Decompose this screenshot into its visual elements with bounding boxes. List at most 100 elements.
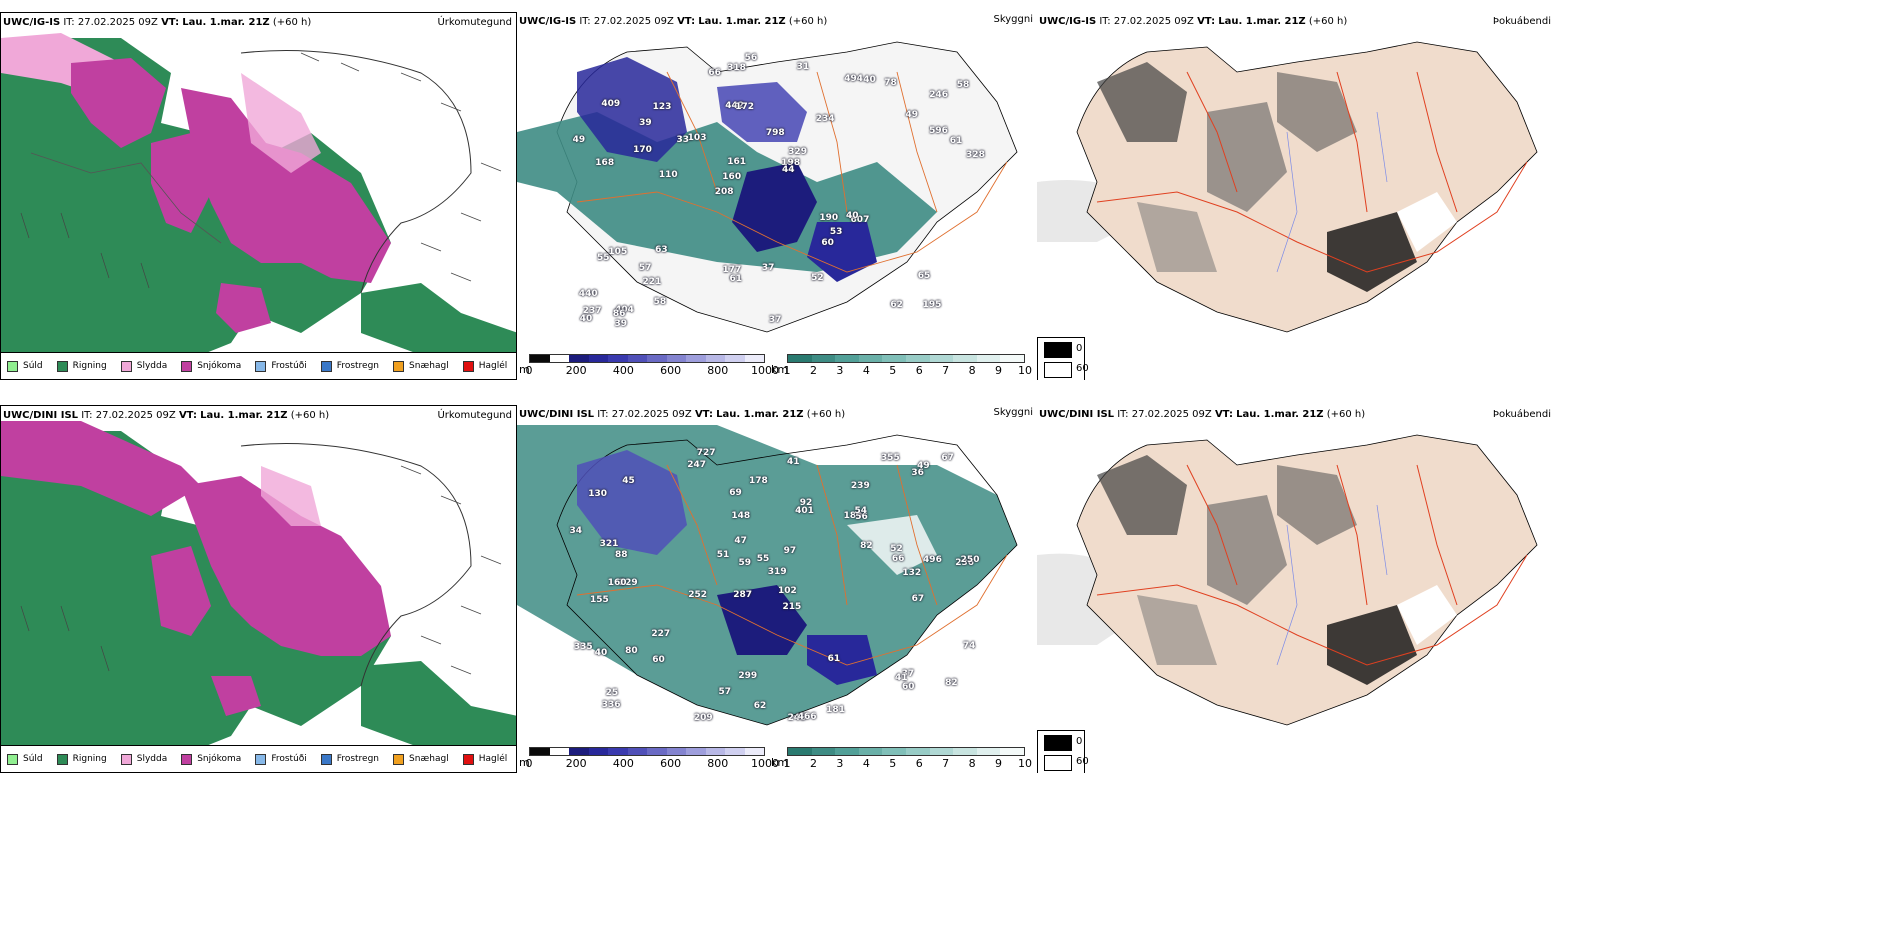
- colorbar-tick: 8: [968, 364, 976, 377]
- visibility-value-label: 40: [594, 648, 608, 659]
- precip-map: [1, 421, 516, 748]
- fog-panel-top: UWC/IG-IS IT: 27.02.2025 09Z VT: Lau. 1.…: [1037, 12, 1557, 380]
- visibility-value-label: 44: [781, 165, 795, 176]
- panel-header: UWC/IG-IS IT: 27.02.2025 09Z VT: Lau. 1.…: [3, 17, 311, 28]
- init-time: 27.02.2025 09Z: [611, 409, 692, 420]
- visibility-value-label: 25: [605, 687, 619, 698]
- colorbar-tick: 10: [1018, 757, 1032, 770]
- vt-label: VT:: [161, 17, 180, 28]
- wind-barbs: [20, 52, 502, 289]
- colorbar-swatch: [953, 355, 977, 362]
- visibility-value-label: 442: [725, 101, 745, 112]
- colorbar-swatch: [686, 748, 706, 755]
- visibility-value-label: 92: [799, 497, 813, 508]
- colorbar-tick: 2: [809, 364, 817, 377]
- visibility-value-label: 245: [787, 712, 807, 723]
- km-unit: km: [771, 363, 789, 376]
- legend-item: Slydda: [120, 360, 167, 372]
- visibility-panel-bottom: UWC/DINI ISL IT: 27.02.2025 09Z VT: Lau.…: [517, 405, 1037, 773]
- colorbar-swatch: [705, 355, 725, 362]
- visibility-m-colorbar: 0 200 400 600 800 1000: [526, 354, 779, 378]
- colorbar-swatch: [788, 748, 812, 755]
- visibility-m-colorbar: 0 200 400 600 800 1000: [526, 747, 779, 771]
- visibility-value-label: 336: [601, 700, 621, 711]
- visibility-km-colorbar: 1 2 3 4 5 6 7 8 9 10: [784, 354, 1032, 378]
- road-network: [576, 71, 1008, 273]
- it-label: IT:: [63, 17, 75, 28]
- visibility-value-label: 60: [821, 237, 834, 248]
- colorbar-tick: 9: [995, 757, 1003, 770]
- visibility-value-label: 409: [601, 98, 621, 109]
- legend-item: Haglél: [462, 753, 507, 765]
- visibility-value-label: 66: [891, 553, 905, 564]
- colorbar-swatch: [788, 355, 812, 362]
- visibility-value-label: 148: [731, 511, 751, 522]
- visibility-value-label: 170: [633, 144, 652, 155]
- legend-item: Frostúði: [255, 753, 307, 765]
- colorbar-tick: 200: [565, 364, 587, 377]
- visibility-value-label: 130: [588, 489, 608, 500]
- visibility-value-label: 86: [612, 308, 626, 319]
- visibility-value-label: 33: [676, 135, 689, 146]
- visibility-value-label: 172: [735, 102, 755, 113]
- colorbar-tick: 5: [889, 364, 897, 377]
- visibility-value-label: 252: [688, 590, 708, 600]
- colorbar-swatch: [608, 748, 628, 755]
- colorbar-swatch: [647, 355, 667, 362]
- visibility-value-label: 49: [917, 460, 930, 471]
- fog-map: [1037, 434, 1538, 726]
- precip-map: [1, 33, 516, 355]
- visibility-value-label: 237: [582, 305, 602, 316]
- visibility-value-label: 160: [607, 577, 627, 588]
- m-unit: m: [519, 756, 530, 769]
- visibility-value-label: 78: [884, 77, 897, 88]
- visibility-value-label: 40: [845, 211, 859, 222]
- visibility-value-label: 54: [854, 505, 868, 516]
- visibility-value-label: 39: [639, 118, 652, 129]
- colorbar-tick: 1000: [751, 364, 779, 377]
- visibility-value-label: 178: [748, 475, 768, 486]
- colorbar-swatch: [608, 355, 628, 362]
- visibility-value-label: 40: [579, 314, 593, 325]
- panel-header: UWC/DINI ISL IT: 27.02.2025 09Z VT: Lau.…: [1039, 409, 1366, 420]
- colorbar-swatch: [666, 355, 686, 362]
- init-time: 27.02.2025 09Z: [77, 17, 158, 28]
- lead-time: (+60 h): [1326, 409, 1366, 420]
- colorbar-swatch: [530, 355, 550, 362]
- visibility-value-label: 401: [795, 506, 814, 517]
- visibility-value-label: 67: [941, 453, 954, 464]
- visibility-value-label: 58: [956, 80, 970, 91]
- visibility-value-label: 55: [597, 252, 610, 263]
- visibility-value-label: 319: [767, 566, 787, 577]
- colorbar-tick: 10: [1018, 364, 1032, 377]
- colorbar-tick: 200: [565, 757, 587, 770]
- valid-time: Lau. 1.mar. 21Z: [200, 410, 288, 421]
- precip-legend: Súld Rigning Slydda Snjókoma Frostúði Fr…: [1, 352, 516, 379]
- visibility-value-label: 355: [880, 452, 900, 463]
- visibility-value-label: 59: [738, 557, 752, 568]
- colorbar-swatch: [686, 355, 706, 362]
- visibility-value-label: 239: [850, 481, 870, 492]
- model-name: UWC/DINI ISL: [1039, 409, 1115, 420]
- visibility-value-label: 55: [756, 553, 770, 564]
- colorbar-tick: 1000: [751, 757, 779, 770]
- visibility-value-label: 168: [595, 158, 615, 169]
- colorbar-swatch: [976, 355, 1001, 362]
- panel-header: UWC/DINI ISL IT: 27.02.2025 09Z VT: Lau.…: [3, 410, 330, 421]
- colorbar-tick: 6: [915, 757, 923, 770]
- visibility-value-label: 329: [788, 146, 807, 157]
- visibility-value-label: 60: [652, 654, 665, 665]
- visibility-value-label: 58: [653, 296, 667, 307]
- valid-time: Lau. 1.mar. 21Z: [1236, 409, 1324, 420]
- colorbar-swatch: [588, 748, 608, 755]
- colorbar-swatch: [588, 355, 608, 362]
- precip-type-panel-top: UWC/IG-IS IT: 27.02.2025 09Z VT: Lau. 1.…: [0, 12, 517, 380]
- colorbar-swatch: [1000, 355, 1024, 362]
- panel-header: UWC/IG-IS IT: 27.02.2025 09Z VT: Lau. 1.…: [519, 16, 828, 27]
- init-time: 27.02.2025 09Z: [95, 410, 176, 421]
- visibility-value-label: 466: [797, 711, 817, 722]
- visibility-value-label: 66: [708, 67, 721, 78]
- visibility-value-label: 161: [727, 157, 747, 168]
- visibility-value-label: 47: [734, 535, 747, 546]
- colorbar-tick: 3: [836, 364, 844, 377]
